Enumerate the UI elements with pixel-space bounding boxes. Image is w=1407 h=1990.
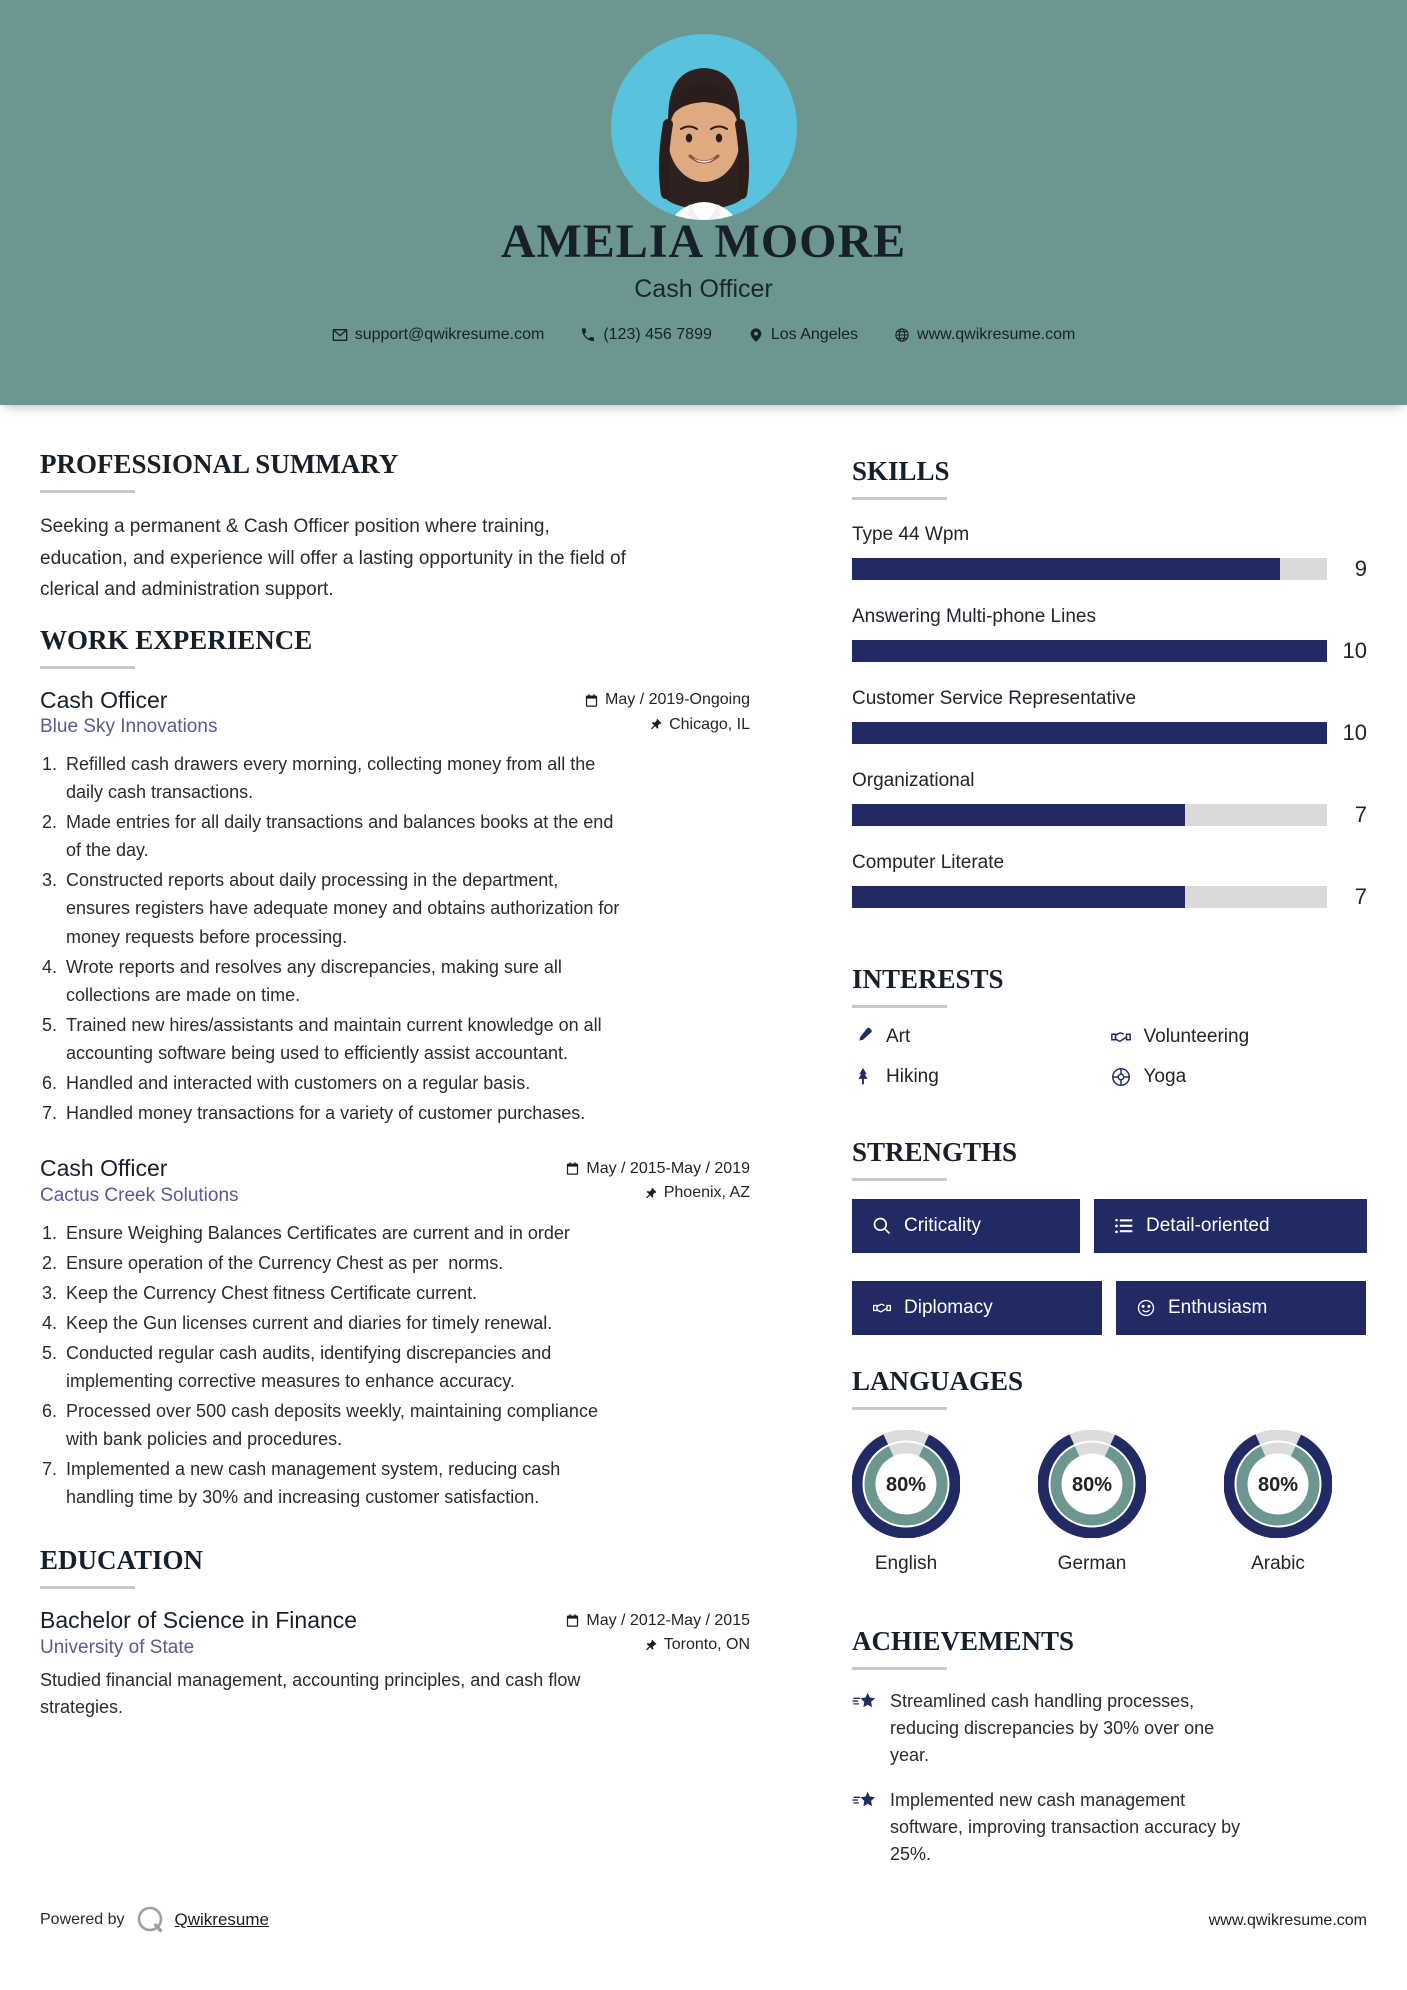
svg-text:80%: 80% (1072, 1474, 1112, 1496)
svg-text:80%: 80% (886, 1474, 926, 1496)
svg-text:80%: 80% (1258, 1474, 1298, 1496)
